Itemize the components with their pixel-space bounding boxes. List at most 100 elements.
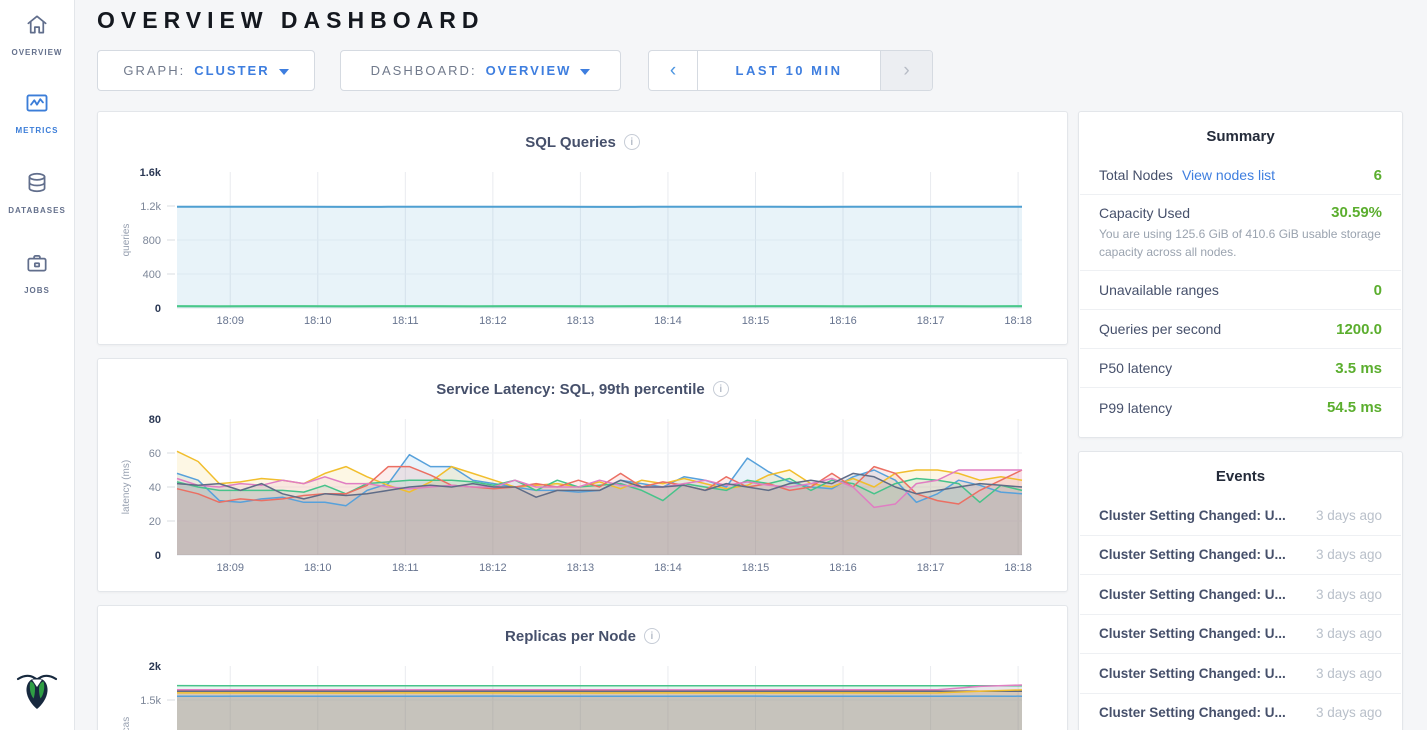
svg-text:18:09: 18:09 [216, 562, 244, 574]
svg-text:18:10: 18:10 [304, 315, 332, 327]
dashboard-dropdown[interactable]: DASHBOARD: OVERVIEW [340, 50, 621, 91]
event-text: Cluster Setting Changed: U... [1099, 507, 1286, 523]
svg-text:40: 40 [149, 482, 161, 494]
svg-text:1.2k: 1.2k [140, 201, 161, 213]
events-panel: Events Cluster Setting Changed: U... 3 d… [1078, 451, 1403, 730]
svg-text:18:17: 18:17 [917, 562, 945, 574]
svg-text:queries: queries [121, 224, 132, 257]
event-row[interactable]: Cluster Setting Changed: U... 3 days ago [1080, 694, 1401, 730]
event-time: 3 days ago [1315, 626, 1382, 642]
info-icon[interactable] [643, 628, 660, 644]
svg-text:20: 20 [149, 516, 161, 528]
sql-queries-chart[interactable]: 18:09 18:10 18:11 18:12 18:13 18:14 18:15 18:16… [99, 164, 1068, 336]
chevron-down-icon [278, 68, 289, 75]
svg-text:0: 0 [155, 303, 161, 315]
event-time: 3 days ago [1315, 547, 1382, 563]
summary-label: Total Nodes [1099, 167, 1173, 183]
graph-dropdown-label: GRAPH: [123, 63, 186, 78]
info-icon[interactable] [712, 381, 729, 397]
svg-text:2k: 2k [149, 661, 162, 673]
summary-label: P99 latency [1099, 399, 1173, 416]
summary-value: 30.59% [1331, 204, 1382, 221]
summary-value: 54.5 ms [1326, 399, 1382, 416]
event-time: 3 days ago [1315, 586, 1382, 602]
chevron-right-icon: › [903, 59, 910, 81]
sidebar-item-databases[interactable]: DATABASES [0, 170, 74, 215]
svg-text:18:13: 18:13 [567, 562, 595, 574]
event-text: Cluster Setting Changed: U... [1099, 665, 1286, 681]
event-row[interactable]: Cluster Setting Changed: U... 3 days ago [1080, 654, 1401, 694]
svg-text:18:10: 18:10 [304, 562, 332, 574]
svg-text:18:11: 18:11 [392, 562, 419, 574]
chart-card-sql-queries: SQL Queries 18:0918:1018:1118:1218:1318:… [97, 111, 1068, 345]
event-text: Cluster Setting Changed: U... [1099, 586, 1286, 602]
sidebar-item-label: METRICS [15, 126, 59, 135]
graph-dropdown[interactable]: GRAPH: CLUSTER [97, 50, 315, 91]
svg-text:18:11: 18:11 [392, 315, 419, 327]
summary-value: 6 [1373, 166, 1382, 184]
summary-panel: Summary Total Nodes View nodes list 6 Ca… [1078, 111, 1403, 438]
svg-text:18:17: 18:17 [917, 315, 945, 327]
event-row[interactable]: Cluster Setting Changed: U... 3 days ago [1080, 615, 1401, 654]
summary-label: P50 latency [1099, 360, 1173, 376]
summary-row-queries-per-second: Queries per second 1200.0 [1080, 310, 1401, 349]
sidebar-item-jobs[interactable]: JOBS [0, 250, 74, 295]
svg-text:18:09: 18:09 [216, 315, 244, 327]
time-range-value[interactable]: LAST 10 MIN [735, 63, 843, 78]
view-nodes-list-link[interactable]: View nodes list [1181, 167, 1276, 183]
svg-text:0: 0 [155, 550, 161, 562]
cockroachdb-logo [11, 664, 63, 716]
svg-text:18:15: 18:15 [742, 562, 770, 574]
event-row[interactable]: Cluster Setting Changed: U... 3 days ago [1080, 536, 1401, 575]
event-row[interactable]: Cluster Setting Changed: U... 3 days ago [1080, 496, 1401, 536]
svg-text:18:14: 18:14 [654, 315, 682, 327]
event-text: Cluster Setting Changed: U... [1099, 626, 1286, 642]
page-title: OVERVIEW DASHBOARD [97, 7, 485, 33]
jobs-icon [24, 250, 50, 281]
time-range-next-button[interactable]: › [880, 51, 932, 90]
svg-text:18:14: 18:14 [654, 562, 682, 574]
capacity-subtext: You are using 125.6 GiB of 410.6 GiB usa… [1099, 227, 1381, 259]
svg-text:18:13: 18:13 [567, 315, 595, 327]
event-text: Cluster Setting Changed: U... [1099, 705, 1286, 721]
sidebar: OVERVIEW METRICS DATABASES [0, 0, 75, 730]
time-range-prev-button[interactable]: ‹ [649, 51, 698, 90]
sidebar-item-label: OVERVIEW [11, 48, 63, 57]
info-icon[interactable] [623, 134, 640, 150]
chart-title: Service Latency: SQL, 99th percentile [436, 380, 705, 398]
event-time: 3 days ago [1315, 507, 1382, 523]
event-time: 3 days ago [1315, 705, 1382, 721]
chart-card-replicas-per-node: Replicas per Node 18:0918:1018:1118:1218… [97, 605, 1068, 730]
summary-row-p50-latency: P50 latency 3.5 ms [1080, 349, 1401, 388]
chart-title: Replicas per Node [505, 627, 636, 645]
svg-text:18:12: 18:12 [479, 562, 507, 574]
sidebar-item-overview[interactable]: OVERVIEW [0, 12, 74, 57]
svg-text:18:16: 18:16 [829, 562, 857, 574]
summary-value: 1200.0 [1336, 320, 1382, 338]
svg-text:18:18: 18:18 [1004, 315, 1032, 327]
graph-dropdown-value: CLUSTER [194, 63, 270, 78]
svg-text:80: 80 [149, 414, 161, 426]
sidebar-item-label: DATABASES [8, 206, 66, 215]
summary-row-total-nodes: Total Nodes View nodes list 6 [1080, 156, 1401, 195]
chevron-left-icon: ‹ [669, 59, 677, 81]
event-text: Cluster Setting Changed: U... [1099, 547, 1286, 563]
event-row[interactable]: Cluster Setting Changed: U... 3 days ago [1080, 575, 1401, 615]
events-title: Events [1215, 468, 1266, 485]
summary-title: Summary [1206, 128, 1275, 145]
svg-text:800: 800 [143, 235, 161, 247]
chart-card-service-latency: Service Latency: SQL, 99th percentile 18… [97, 358, 1068, 592]
sidebar-item-metrics[interactable]: METRICS [0, 90, 74, 135]
databases-icon [24, 170, 50, 201]
service-latency-chart[interactable]: 18:09 18:10 18:11 18:12 18:13 18:14 18:15 18:16… [99, 411, 1068, 583]
chart-title: SQL Queries [525, 133, 616, 151]
summary-row-capacity-used: Capacity Used 30.59% You are using 125.6… [1080, 195, 1401, 271]
svg-text:1.5k: 1.5k [140, 695, 161, 707]
replicas-per-node-chart[interactable]: 18:0918:1018:1118:1218:1318:1418:1518:16… [99, 658, 1068, 730]
svg-text:replicas: replicas [121, 717, 132, 730]
sidebar-item-label: JOBS [24, 286, 50, 295]
home-icon [24, 12, 50, 43]
chevron-down-icon [580, 68, 591, 75]
svg-text:18:16: 18:16 [829, 315, 857, 327]
